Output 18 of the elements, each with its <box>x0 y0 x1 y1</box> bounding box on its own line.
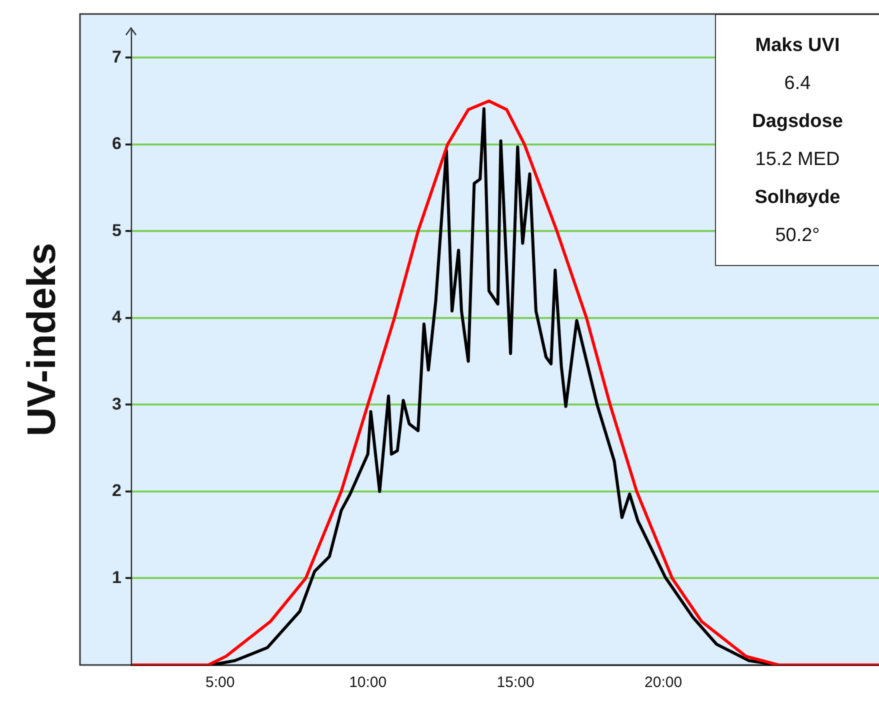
x-tick-label: 15:00 <box>496 674 534 692</box>
y-tick-label: 2 <box>112 481 122 500</box>
x-tick-label: 5:00 <box>205 674 235 692</box>
annotation: 15.2 MED <box>754 148 841 172</box>
annotation: 50.2° <box>774 224 821 248</box>
y-tick-label: 6 <box>112 134 122 154</box>
y-tick-label: 5 <box>112 220 122 240</box>
y-tick-label: 7 <box>112 47 122 66</box>
annotation: Maks UVI <box>754 34 841 58</box>
x-tick-label: 10:00 <box>349 674 387 692</box>
annotation: Dagsdose <box>751 110 844 134</box>
annotation: 6.4 <box>783 72 812 96</box>
x-tick-label: 20:00 <box>644 674 682 692</box>
y-axis-title: UV-indeks <box>20 242 64 436</box>
y-tick-label: 1 <box>112 568 122 587</box>
y-tick-label: 4 <box>112 308 122 327</box>
annotation: Solhøyde <box>754 186 842 210</box>
y-tick-label: 3 <box>112 394 122 414</box>
